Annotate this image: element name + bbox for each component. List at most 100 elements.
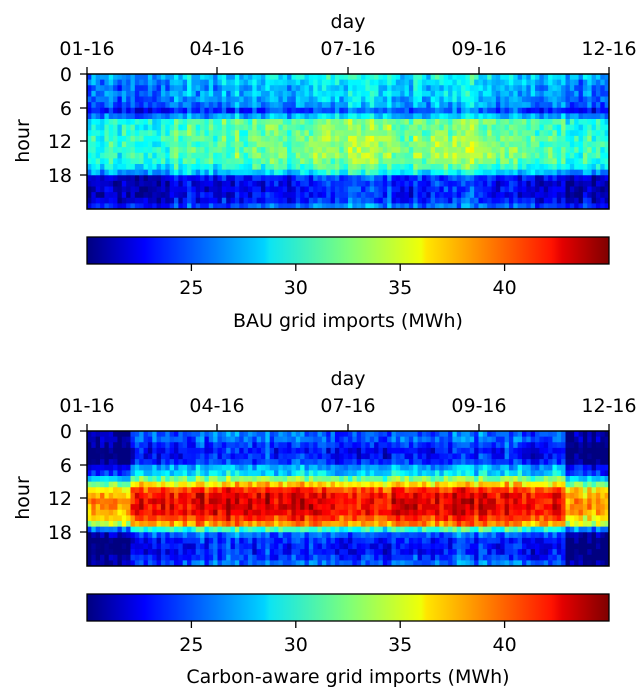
heatmap-cell xyxy=(147,90,153,97)
heatmap-cell xyxy=(213,107,218,114)
heatmap-cell xyxy=(517,141,523,148)
heatmap-cell xyxy=(552,169,558,176)
heatmap-cell xyxy=(461,85,466,92)
heatmap-cell xyxy=(221,102,227,109)
heatmap-cell xyxy=(130,436,136,443)
heatmap-cell xyxy=(87,476,92,483)
heatmap-cell xyxy=(378,79,384,86)
heatmap-cell xyxy=(91,481,97,488)
heatmap-cell xyxy=(200,543,205,550)
heatmap-cell xyxy=(252,509,258,516)
heatmap-cell xyxy=(500,175,505,182)
heatmap-cell xyxy=(160,192,166,199)
heatmap-cell xyxy=(169,470,175,477)
heatmap-cell xyxy=(87,487,92,494)
heatmap-cell xyxy=(348,464,353,471)
heatmap-cell xyxy=(421,175,427,182)
heatmap-cell xyxy=(156,526,162,533)
heatmap-cell xyxy=(395,560,401,567)
heatmap-cell xyxy=(313,554,318,561)
heatmap-cell xyxy=(491,102,497,109)
heatmap-cell xyxy=(304,135,310,142)
heatmap-cell xyxy=(448,96,453,103)
heatmap-cell xyxy=(308,431,314,438)
heatmap-cell xyxy=(208,487,214,494)
heatmap-cell xyxy=(213,113,218,120)
heatmap-cell xyxy=(569,74,575,81)
heatmap-cell xyxy=(239,102,244,109)
heatmap-cell xyxy=(152,436,157,443)
heatmap-cell xyxy=(287,158,292,165)
heatmap-cell xyxy=(317,492,323,499)
heatmap-cell xyxy=(404,192,410,199)
heatmap-cell xyxy=(439,152,445,159)
heatmap-cell xyxy=(330,203,336,210)
heatmap-cell xyxy=(308,549,314,556)
heatmap-cell xyxy=(226,203,231,210)
heatmap-cell xyxy=(261,492,266,499)
heatmap-cell xyxy=(174,498,179,505)
heatmap-cell xyxy=(391,537,397,544)
heatmap-cell xyxy=(134,549,140,556)
heatmap-cell xyxy=(87,180,92,187)
heatmap-cell xyxy=(321,113,327,120)
heatmap-cell xyxy=(395,152,401,159)
heatmap-cell xyxy=(156,481,162,488)
heatmap-cell xyxy=(208,470,214,477)
heatmap-cell xyxy=(439,515,445,522)
heatmap-cell xyxy=(174,537,179,544)
heatmap-cell xyxy=(169,487,175,494)
heatmap-cell xyxy=(487,203,492,210)
heatmap-cell xyxy=(430,560,436,567)
heatmap-cell xyxy=(500,169,505,176)
heatmap-cell xyxy=(426,459,432,466)
heatmap-cell xyxy=(495,147,501,154)
heatmap-cell xyxy=(334,549,340,556)
heatmap-cell xyxy=(395,102,401,109)
heatmap-cell xyxy=(400,158,405,165)
heatmap-cell xyxy=(169,442,175,449)
heatmap-cell xyxy=(204,107,210,114)
heatmap-cell xyxy=(495,169,501,176)
heatmap-cell xyxy=(200,532,205,539)
heatmap-cell xyxy=(143,135,149,142)
heatmap-cell xyxy=(334,498,340,505)
heatmap-cell xyxy=(430,102,436,109)
heatmap-cell xyxy=(304,532,310,539)
heatmap-cell xyxy=(500,180,505,187)
heatmap-cell xyxy=(395,141,401,148)
heatmap-cell xyxy=(561,169,566,176)
heatmap-cell xyxy=(174,74,179,81)
heatmap-cell xyxy=(265,79,271,86)
heatmap-cell xyxy=(552,175,558,182)
heatmap-cell xyxy=(274,447,279,454)
heatmap-cell xyxy=(230,186,236,193)
heatmap-cell xyxy=(239,107,244,114)
heatmap-cell xyxy=(408,85,414,92)
heatmap-cell xyxy=(269,532,275,539)
heatmap-cell xyxy=(539,186,545,193)
heatmap-cell xyxy=(343,436,349,443)
heatmap-cell xyxy=(204,147,210,154)
heatmap-cell xyxy=(95,180,101,187)
heatmap-cell xyxy=(378,532,384,539)
heatmap-cell xyxy=(287,203,292,210)
heatmap-cell xyxy=(561,186,566,193)
heatmap-cell xyxy=(230,504,236,511)
heatmap-cell xyxy=(221,175,227,182)
heatmap-cell xyxy=(417,180,423,187)
heatmap-cell xyxy=(330,119,336,126)
heatmap-cell xyxy=(130,119,136,126)
heatmap-cell xyxy=(191,447,197,454)
heatmap-cell xyxy=(326,532,331,539)
heatmap-cell xyxy=(569,164,575,171)
heatmap-cell xyxy=(252,504,258,511)
heatmap-cell xyxy=(121,147,127,154)
heatmap-cell xyxy=(317,130,323,137)
heatmap-cell xyxy=(469,102,475,109)
heatmap-cell xyxy=(426,560,432,567)
heatmap-cell xyxy=(87,197,92,204)
heatmap-cell xyxy=(139,107,144,114)
heatmap-cell xyxy=(143,436,149,443)
heatmap-cell xyxy=(256,554,262,561)
